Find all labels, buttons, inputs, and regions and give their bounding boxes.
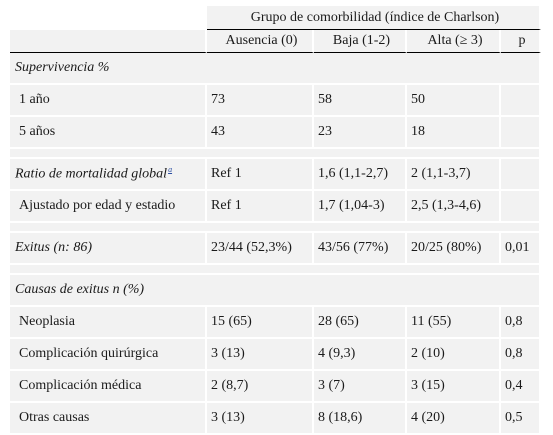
spacer-row [10, 223, 541, 233]
table-row: 5 años 43 23 18 [10, 117, 541, 149]
section-row-causas: Causas de exitus n (%) [10, 275, 541, 307]
cell-alta: 2 (10) [407, 339, 501, 371]
row-label: Otras causas [10, 403, 207, 435]
cell-baja: 8 (18,6) [314, 403, 407, 435]
footnote-link[interactable]: a [168, 165, 173, 175]
column-header-baja: Baja (1-2) [314, 30, 407, 53]
section-row-ratio: Ratio de mortalidad globala Ref 1 1,6 (1… [10, 159, 541, 191]
table-row: Complicación quirúrgica 3 (13) 4 (9,3) 2… [10, 339, 541, 371]
column-header-alta: Alta (≥ 3) [407, 30, 501, 53]
cell-baja: 28 (65) [314, 307, 407, 339]
row-label: 5 años [10, 117, 207, 149]
cell-baja: 23 [314, 117, 407, 149]
cell-alta: 18 [407, 117, 501, 149]
table-row: 1 año 73 58 50 [10, 85, 541, 117]
header-label-cell [10, 30, 207, 53]
cell-alta: 3 (15) [407, 371, 501, 403]
cell-p [501, 117, 541, 149]
cell-p [501, 191, 541, 223]
cell-alta: 20/25 (80%) [407, 233, 501, 265]
section-title-causas: Causas de exitus n (%) [10, 275, 541, 307]
group-header: Grupo de comorbilidad (índice de Charlso… [207, 6, 541, 30]
row-label: Neoplasia [10, 307, 207, 339]
cell-ausencia: 15 (65) [207, 307, 314, 339]
row-label: Complicación quirúrgica [10, 339, 207, 371]
row-label: Complicación médica [10, 371, 207, 403]
header-empty-cell [10, 6, 207, 30]
header-row-group: Grupo de comorbilidad (índice de Charlso… [10, 6, 541, 30]
cell-ausencia: 43 [207, 117, 314, 149]
cell-ausencia: Ref 1 [207, 159, 314, 191]
cell-ausencia: 2 (8,7) [207, 371, 314, 403]
section-row-exitus: Exitus (n: 86) 23/44 (52,3%) 43/56 (77%)… [10, 233, 541, 265]
table-row: Ajustado por edad y estadio Ref 1 1,7 (1… [10, 191, 541, 223]
cell-baja: 4 (9,3) [314, 339, 407, 371]
cell-p [501, 159, 541, 191]
cell-baja: 1,6 (1,1-2,7) [314, 159, 407, 191]
cell-baja: 1,7 (1,04-3) [314, 191, 407, 223]
section-title-exitus: Exitus (n: 86) [10, 233, 207, 265]
spacer-row [10, 149, 541, 159]
cell-baja: 3 (7) [314, 371, 407, 403]
ratio-title-text: Ratio de mortalidad global [15, 166, 168, 182]
spacer-row [10, 265, 541, 275]
table-row: Neoplasia 15 (65) 28 (65) 11 (55) 0,8 [10, 307, 541, 339]
comorbidity-table: Grupo de comorbilidad (índice de Charlso… [10, 6, 541, 435]
section-title-ratio: Ratio de mortalidad globala [10, 159, 207, 191]
cell-ausencia: 23/44 (52,3%) [207, 233, 314, 265]
cell-alta: 50 [407, 85, 501, 117]
spacer-cell [10, 265, 541, 275]
cell-baja: 43/56 (77%) [314, 233, 407, 265]
cell-ausencia: Ref 1 [207, 191, 314, 223]
cell-alta: 2,5 (1,3-4,6) [407, 191, 501, 223]
cell-ausencia: 73 [207, 85, 314, 117]
cell-p: 0,4 [501, 371, 541, 403]
table-row: Complicación médica 2 (8,7) 3 (7) 3 (15)… [10, 371, 541, 403]
spacer-cell [10, 223, 541, 233]
cell-alta: 11 (55) [407, 307, 501, 339]
spacer-cell [10, 149, 541, 159]
section-title-supervivencia: Supervivencia % [10, 53, 541, 85]
table-row: Otras causas 3 (13) 8 (18,6) 4 (20) 0,5 [10, 403, 541, 435]
row-label: Ajustado por edad y estadio [10, 191, 207, 223]
cell-p: 0,01 [501, 233, 541, 265]
cell-alta: 2 (1,1-3,7) [407, 159, 501, 191]
cell-p: 0,8 [501, 339, 541, 371]
header-row-columns: Ausencia (0) Baja (1-2) Alta (≥ 3) p [10, 30, 541, 53]
cell-p [501, 85, 541, 117]
cell-ausencia: 3 (13) [207, 403, 314, 435]
column-header-p: p [501, 30, 541, 53]
cell-p: 0,5 [501, 403, 541, 435]
column-header-ausencia: Ausencia (0) [207, 30, 314, 53]
section-row-supervivencia: Supervivencia % [10, 53, 541, 85]
row-label: 1 año [10, 85, 207, 117]
cell-p: 0,8 [501, 307, 541, 339]
cell-ausencia: 3 (13) [207, 339, 314, 371]
cell-alta: 4 (20) [407, 403, 501, 435]
cell-baja: 58 [314, 85, 407, 117]
